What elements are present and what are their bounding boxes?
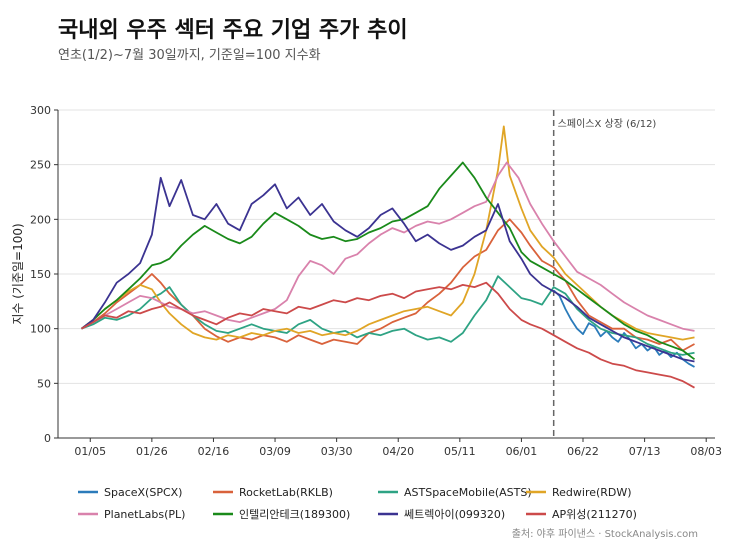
legend: SpaceX(SPCX) RocketLab(RKLB) ASTSpaceMobil… <box>78 486 637 521</box>
x-tick-label: 03/09 <box>259 445 291 458</box>
x-tick-label: 06/22 <box>567 445 599 458</box>
annotation-label: 스페이스X 상장 (6/12) <box>558 118 657 130</box>
series-line <box>81 218 695 352</box>
x-tick-label: 01/05 <box>74 445 106 458</box>
x-tick-label: 05/11 <box>444 445 476 458</box>
legend-label: ASTSpaceMobile(ASTS) <box>404 486 532 499</box>
chart-title: 국내외 우주 섹터 주요 기업 주가 추이 <box>58 18 408 43</box>
y-tick-label: 300 <box>30 104 51 117</box>
legend-label: PlanetLabs(PL) <box>104 508 185 521</box>
x-tick-label: 08/03 <box>690 445 722 458</box>
series-line <box>553 289 695 368</box>
series-line <box>80 125 695 341</box>
series-line <box>80 161 696 361</box>
legend-label: SpaceX(SPCX) <box>104 486 182 499</box>
y-tick-label: 200 <box>30 213 51 226</box>
legend-label: RocketLab(RKLB) <box>239 486 333 499</box>
x-tick-label: 07/13 <box>629 445 661 458</box>
legend-label: AP위성(211270) <box>552 508 637 521</box>
series-layer <box>80 125 696 389</box>
grid-layer <box>58 109 715 439</box>
x-tick-label: 02/16 <box>198 445 230 458</box>
source-note: 출처: 야후 파이낸스 · StockAnalysis.com <box>511 529 698 540</box>
x-tick-label: 04/20 <box>382 445 414 458</box>
series-line <box>81 275 695 356</box>
y-tick-label: 0 <box>44 432 51 445</box>
chart-subtitle: 연초(1/2)~7월 30일까지, 기준일=100 지수화 <box>58 48 321 63</box>
y-tick-label: 250 <box>30 159 51 172</box>
legend-label: Redwire(RDW) <box>552 486 632 499</box>
series-line <box>81 281 695 389</box>
y-tick-label: 100 <box>30 323 51 336</box>
axis-layer: 0 50 100 150 200 250 300 01/05 01/26 02/16 03/09 03… <box>11 104 722 458</box>
y-tick-label: 50 <box>37 377 51 390</box>
y-axis-label: 지수 (기준일=100) <box>11 223 25 324</box>
legend-label: 인텔리안테크(189300) <box>239 508 350 521</box>
x-tick-label: 03/30 <box>321 445 353 458</box>
x-tick-label: 01/26 <box>136 445 168 458</box>
y-tick-label: 150 <box>30 268 51 281</box>
legend-label: 쎄트렉아이(099320) <box>404 508 505 521</box>
x-tick-label: 06/01 <box>506 445 538 458</box>
series-line <box>80 176 695 363</box>
